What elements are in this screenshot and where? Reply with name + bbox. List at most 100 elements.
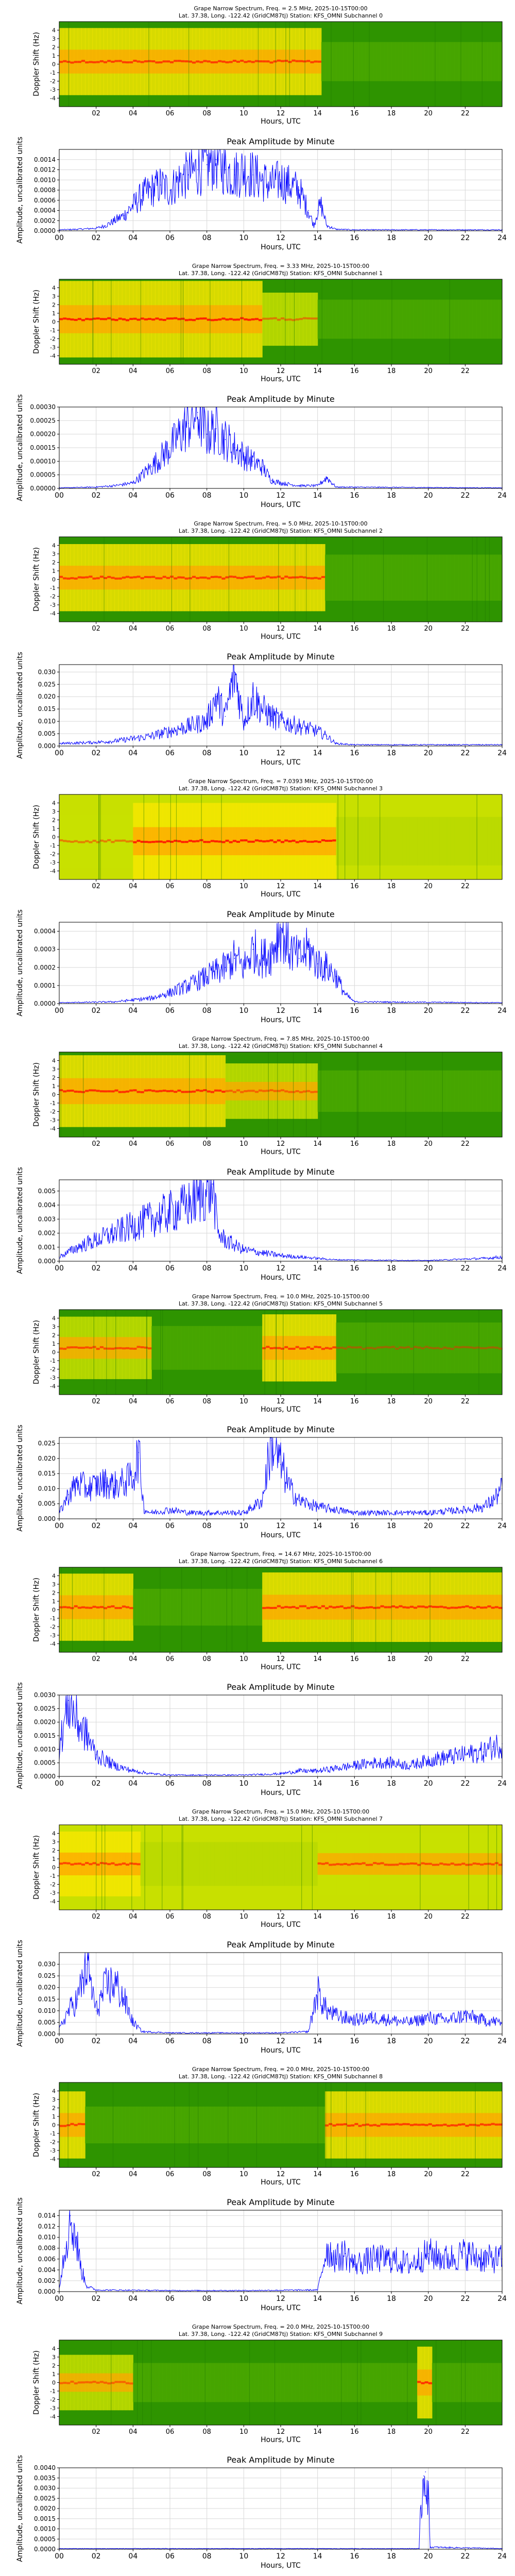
- streak: [115, 1310, 116, 1395]
- data-point: [391, 2020, 392, 2021]
- trace-segment: [196, 577, 200, 580]
- x-tick-label: 14: [313, 110, 322, 117]
- heat-column: [421, 817, 425, 866]
- y-tick-label: 3: [52, 808, 56, 815]
- y-tick-label: -4: [50, 1899, 56, 1905]
- heat-column: [384, 299, 388, 339]
- trace-segment: [417, 1605, 421, 1608]
- trace-segment: [461, 1862, 466, 1865]
- streak: [258, 22, 259, 107]
- trace-segment: [273, 1347, 278, 1349]
- x-tick-label: 22: [460, 2295, 470, 2303]
- trace-segment: [99, 1346, 104, 1348]
- heat-column: [343, 1070, 348, 1112]
- trace-segment: [140, 1091, 145, 1093]
- y-axis-label: Doppler Shift (Hz): [32, 2093, 41, 2157]
- trace-segment: [251, 840, 255, 843]
- trace-segment: [59, 1089, 63, 1092]
- trace-segment: [129, 318, 133, 320]
- trace-segment: [221, 60, 226, 63]
- y-tick-label: 0: [52, 834, 56, 841]
- streak: [201, 794, 202, 879]
- trace-segment: [136, 1091, 141, 1093]
- x-tick-label: 22: [460, 492, 470, 500]
- heat-column: [199, 1588, 204, 1626]
- y-tick-label: 1: [52, 568, 56, 574]
- heat-column: [269, 1842, 274, 1886]
- x-tick-label: 20: [424, 2552, 433, 2561]
- heat-column: [229, 1326, 233, 1370]
- trace-segment: [114, 1347, 119, 1349]
- trace-segment: [347, 1346, 351, 1348]
- heat-column: [332, 2363, 337, 2402]
- heat-column: [325, 42, 329, 81]
- heat-column: [369, 554, 373, 601]
- trace-segment: [458, 1863, 462, 1866]
- heat-column: [387, 554, 392, 601]
- y-tick-label: 3: [52, 293, 56, 300]
- heat-column: [284, 2363, 288, 2402]
- heat-column: [447, 817, 451, 866]
- heat-column: [424, 299, 429, 339]
- heat-column: [310, 1842, 315, 1886]
- x-tick-label: 02: [92, 749, 101, 757]
- amplitude-series: [59, 922, 503, 1004]
- streak: [352, 537, 353, 622]
- trace-segment: [74, 318, 78, 321]
- heat-column: [476, 2363, 480, 2402]
- heat-column: [387, 2363, 392, 2402]
- trace-segment: [281, 60, 285, 62]
- trace-segment: [454, 1863, 458, 1866]
- heat-column: [251, 1326, 255, 1370]
- heat-column: [210, 1326, 215, 1370]
- x-tick-label: 00: [55, 234, 64, 242]
- data-point: [169, 447, 170, 448]
- x-tick-label: 18: [387, 1007, 396, 1015]
- heat-column: [284, 2106, 288, 2144]
- y-tick-label: 4: [52, 1315, 56, 1322]
- heat-column: [487, 2363, 492, 2402]
- trace-segment: [458, 2123, 462, 2126]
- heat-column: [380, 2363, 385, 2402]
- trace-segment: [92, 839, 97, 842]
- x-tick-label: 02: [92, 1913, 100, 1921]
- heat-column: [277, 2106, 281, 2144]
- spectrogram-title: Grape Narrow Spectrum, Freq. = 15.0 MHz,…: [192, 1808, 369, 1815]
- heat-column: [491, 2363, 495, 2402]
- heat-column: [354, 2363, 359, 2402]
- heat-column: [192, 1326, 196, 1370]
- heat-column: [369, 2363, 373, 2402]
- data-point: [75, 2236, 77, 2238]
- heat-column: [339, 1070, 344, 1112]
- data-point: [114, 1765, 115, 1766]
- data-point: [95, 742, 97, 743]
- heat-column: [424, 42, 429, 81]
- spectrogram-title: Grape Narrow Spectrum, Freq. = 7.0393 MH…: [188, 778, 373, 785]
- trace-segment: [299, 575, 303, 578]
- y-tick-label: 0: [52, 319, 56, 326]
- trace-segment: [236, 577, 241, 579]
- y-tick-label: -2: [50, 1366, 56, 1373]
- y-tick-label: 2: [52, 817, 56, 824]
- trace-segment: [218, 1089, 222, 1092]
- trace-segment: [126, 1347, 130, 1349]
- spectrogram-subtitle: Lat. 37.38, Long. -122.42 (GridCM87tj) S…: [179, 1043, 383, 1049]
- heat-column: [480, 817, 484, 866]
- trace-segment: [447, 1607, 451, 1609]
- trace-segment: [447, 1347, 451, 1350]
- trace-segment: [472, 1607, 477, 1609]
- y-tick-label: 0.020: [38, 1455, 56, 1462]
- trace-segment: [144, 841, 148, 843]
- trace-segment: [59, 2382, 63, 2384]
- peak-amplitude-chart-3: Peak Amplitude by Minute0.00000.00010.00…: [16, 909, 507, 1024]
- trace-segment: [391, 1346, 396, 1348]
- heat-column: [494, 299, 499, 339]
- x-tick-label: 16: [350, 1655, 359, 1663]
- heat-column: [244, 2363, 248, 2402]
- x-tick-label: 10: [239, 1913, 248, 1921]
- data-point: [114, 1232, 115, 1234]
- trace-segment: [140, 317, 145, 320]
- y-tick-label: 0.0002: [34, 964, 56, 971]
- trace-segment: [111, 1347, 115, 1350]
- trace-segment: [269, 1347, 274, 1350]
